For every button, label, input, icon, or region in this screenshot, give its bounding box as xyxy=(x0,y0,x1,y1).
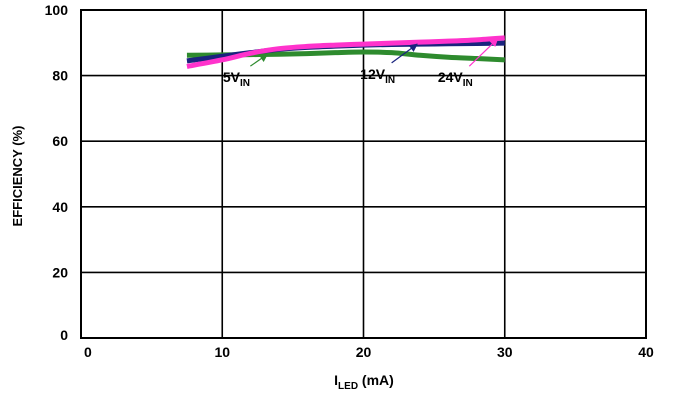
x-tick-label: 0 xyxy=(84,344,92,360)
x-axis-label: ILED (mA) xyxy=(334,372,394,392)
plot-frame xyxy=(80,9,647,339)
series-line-24v xyxy=(186,35,505,69)
series-label-24v: 24VIN xyxy=(438,69,473,89)
y-tick-label: 60 xyxy=(52,133,68,149)
y-tick-label: 100 xyxy=(45,2,69,18)
tick-labels: 0 10 20 30 40 0 20 40 60 80 100 xyxy=(45,2,654,360)
x-tick-label: 30 xyxy=(497,344,513,360)
annotation-arrow xyxy=(250,53,269,67)
x-tick-label: 40 xyxy=(638,344,654,360)
annotation-arrow xyxy=(391,43,418,64)
y-tick-label: 80 xyxy=(52,68,68,84)
y-tick-label: 20 xyxy=(52,264,68,280)
y-axis-label: EFFICIENCY (%) xyxy=(10,126,25,227)
grid-lines xyxy=(80,9,647,339)
series-group xyxy=(186,35,505,69)
y-tick-label: 0 xyxy=(60,327,68,343)
series-label-5v: 5VIN xyxy=(223,69,250,89)
annotation-arrow xyxy=(468,38,499,67)
series-label-12v: 12VIN xyxy=(360,66,395,86)
y-tick-label: 40 xyxy=(52,199,68,215)
x-tick-label: 20 xyxy=(356,344,372,360)
series-annotations: 5VIN 12VIN 24VIN xyxy=(223,38,499,89)
x-tick-label: 10 xyxy=(214,344,230,360)
